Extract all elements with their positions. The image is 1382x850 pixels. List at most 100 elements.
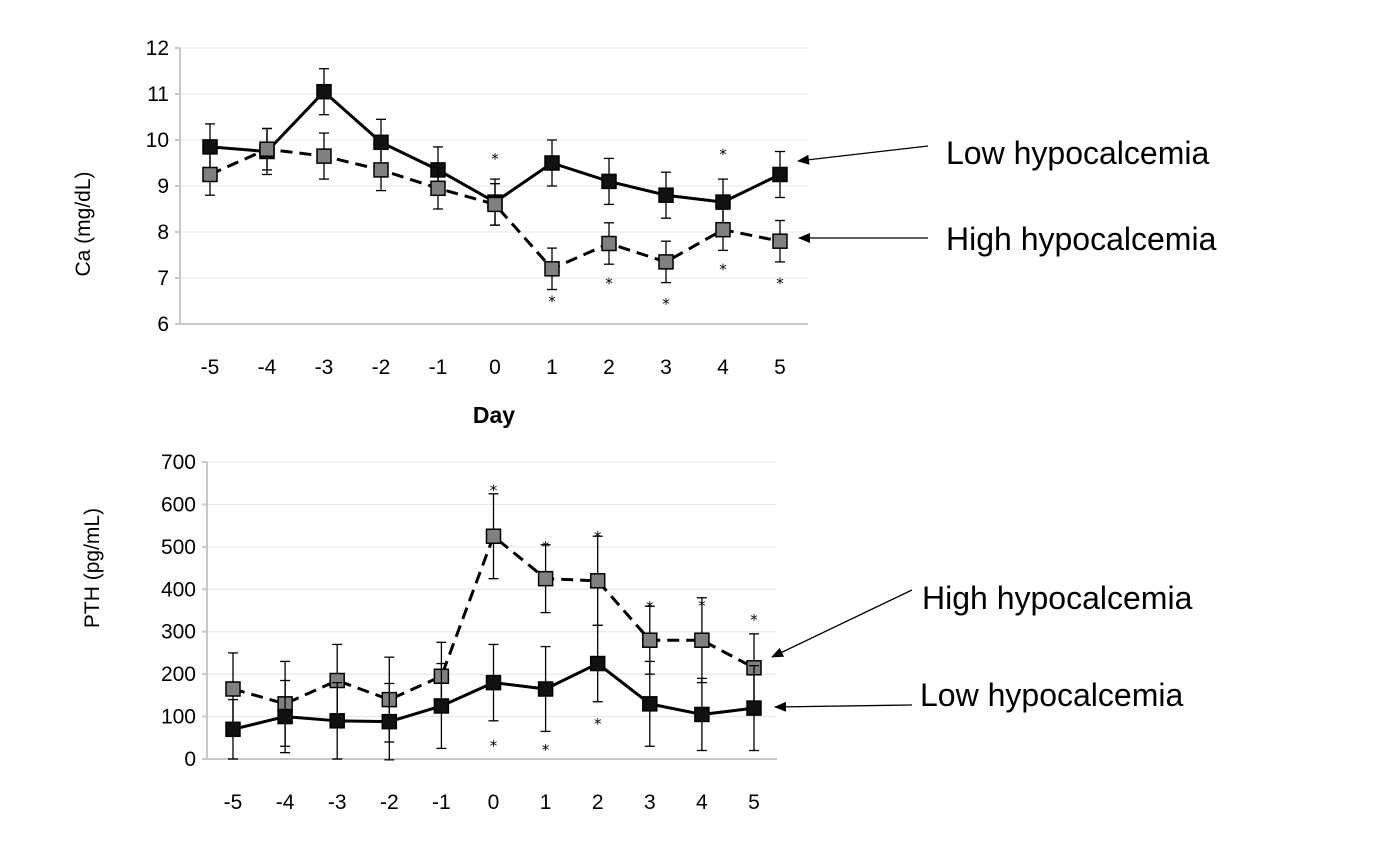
ca-data-point	[430, 180, 446, 197]
pth-annotation-high-arrow	[771, 589, 913, 658]
ca-data-point	[316, 83, 332, 100]
pth-series-low-hypocalcemia	[225, 624, 762, 761]
pth-significance-marker: *	[490, 481, 498, 499]
pth-significance-marker: *	[698, 597, 706, 615]
ca-y-tick-label: 7	[157, 267, 169, 290]
pth-x-tick-label: -3	[328, 791, 347, 814]
ca-data-point	[202, 166, 218, 183]
ca-x-tick-label: -2	[372, 356, 391, 379]
ca-y-tick-label: 10	[146, 129, 169, 152]
pth-y-axis-title: PTH (pg/mL)	[81, 508, 104, 628]
ca-data-point	[658, 187, 674, 203]
pth-data-point	[537, 570, 554, 587]
pth-significance-marker: *	[542, 741, 550, 759]
ca-significance-marker: *	[662, 295, 670, 313]
ca-data-point	[715, 221, 731, 238]
pth-data-point	[381, 713, 398, 730]
ca-x-tick-label: -1	[429, 356, 448, 379]
pth-x-tick-label: 5	[748, 791, 760, 814]
ca-x-tick-label: 4	[717, 356, 729, 379]
ca-data-point	[316, 148, 332, 164]
ca-y-axis-title: Ca (mg/dL)	[72, 171, 95, 276]
ca-data-point	[259, 141, 275, 157]
ca-x-tick-label: 2	[603, 356, 615, 379]
ca-series-high-hypocalcemia	[202, 127, 788, 291]
ca-y-tick-label: 8	[157, 221, 169, 244]
pth-data-point	[694, 632, 710, 648]
ca-data-point	[601, 173, 617, 190]
pth-data-point	[746, 700, 762, 716]
ca-y-tick-label: 12	[146, 37, 169, 60]
ca-significance-marker: *	[719, 261, 727, 279]
pth-data-point	[589, 573, 606, 589]
ca-data-point	[373, 134, 389, 151]
ca-series-line	[209, 147, 781, 271]
ca-y-tick-label: 11	[147, 83, 169, 106]
ca-x-tick-label: 1	[546, 356, 558, 379]
ca-data-point	[487, 196, 503, 213]
pth-x-tick-label: 3	[644, 791, 656, 814]
pth-data-point	[589, 655, 606, 672]
pth-x-tick-label: -5	[224, 791, 243, 814]
pth-data-point	[642, 632, 658, 648]
pth-x-tick-label: 1	[540, 791, 552, 814]
pth-data-point	[537, 681, 554, 697]
pth-y-tick-label: 100	[161, 706, 196, 729]
ca-annotation-low-arrow	[797, 145, 929, 165]
pth-annotation-high-label: High hypocalcemia	[922, 580, 1193, 616]
ca-y-tick-label: 9	[157, 175, 169, 198]
pth-y-tick-label: 300	[161, 621, 196, 644]
pth-y-tick-label: 600	[161, 493, 196, 516]
pth-x-tick-label: -4	[276, 791, 295, 814]
ca-x-tick-label: -3	[315, 356, 334, 379]
ca-data-point	[658, 254, 674, 270]
pth-data-point	[485, 674, 502, 691]
ca-data-point	[715, 194, 731, 210]
pth-x-tick-label: -2	[380, 791, 399, 814]
pth-y-tick-label: 200	[161, 663, 196, 686]
pth-significance-marker: *	[542, 538, 550, 556]
ca-data-point	[772, 166, 788, 183]
ca-annotation-low-label: Low hypocalcemia	[946, 135, 1209, 171]
ca-significance-marker: *	[491, 150, 499, 168]
pth-significance-marker: *	[594, 715, 602, 733]
ca-significance-marker: *	[548, 293, 556, 311]
ca-significance-marker: *	[776, 274, 784, 292]
pth-x-tick-label: 4	[696, 791, 708, 814]
pth-annotation-low-arrow	[774, 701, 913, 712]
pth-data-point	[277, 708, 293, 725]
pth-data-point	[485, 528, 502, 544]
ca-data-point	[601, 235, 617, 252]
pth-x-tick-label: -1	[432, 791, 451, 814]
ca-annotation-low: Low hypocalcemia	[797, 135, 1209, 171]
ca-x-axis-title: Day	[473, 402, 515, 428]
ca-data-point	[202, 139, 218, 155]
ca-y-tick-label: 6	[157, 313, 169, 336]
pth-annotation-high: High hypocalcemia	[771, 580, 1193, 658]
ca-x-tick-label: -5	[201, 356, 220, 379]
pth-significance-marker: *	[490, 737, 498, 755]
pth-y-tick-label: 700	[161, 451, 196, 474]
ca-significance-marker: *	[719, 146, 727, 164]
pth-x-tick-label: 0	[488, 791, 500, 814]
ca-x-tick-label: -4	[258, 356, 277, 379]
ca-x-tick-label: 0	[489, 356, 501, 379]
pth-data-point	[225, 721, 241, 738]
pth-y-tick-label: 0	[184, 748, 196, 771]
pth-data-point	[329, 713, 345, 729]
ca-series-low-hypocalcemia	[202, 68, 788, 226]
pth-y-tick-label: 500	[161, 536, 196, 559]
pth-significance-marker: *	[594, 528, 602, 546]
pth-y-tick-label: 400	[161, 578, 196, 601]
pth-data-point	[433, 698, 450, 714]
ca-data-point	[772, 233, 788, 249]
pth-significance-marker: *	[646, 598, 654, 616]
pth-significance-marker: *	[750, 611, 758, 629]
pth-annotation-low: Low hypocalcemia	[774, 677, 1183, 713]
ca-data-point	[544, 155, 560, 171]
pth-chart: 0 100 200 300 400 500 600 700 -5 -4 -3 -2 -1 0 1 2 3 4 5 P…	[81, 451, 1193, 814]
ca-data-point	[373, 162, 389, 178]
pth-data-point	[694, 706, 710, 723]
